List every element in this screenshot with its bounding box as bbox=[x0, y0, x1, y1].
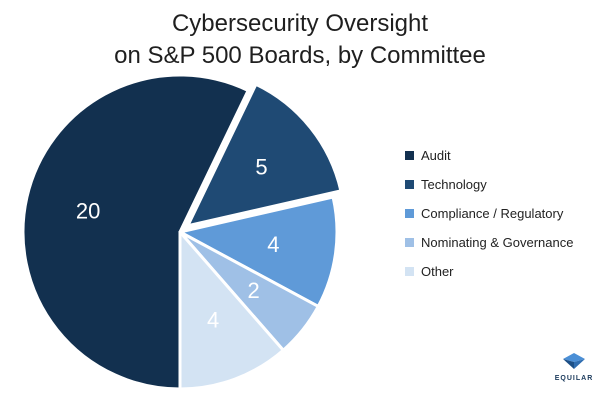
equilar-logo-icon bbox=[563, 353, 585, 369]
pie-slice-other bbox=[178, 230, 285, 391]
pie-slice-compliance-regulatory bbox=[178, 195, 339, 308]
equilar-logo-text: EQUILAR bbox=[554, 375, 594, 382]
legend-label-other: Other bbox=[421, 264, 454, 279]
equilar-logo: EQUILAR bbox=[553, 353, 595, 382]
legend-item-technology: Technology bbox=[405, 170, 573, 199]
legend-swatch-audit bbox=[405, 151, 414, 160]
legend-swatch-nominating-governance bbox=[405, 238, 414, 247]
pie-slice-audit bbox=[21, 73, 250, 391]
slice-value-label-compliance-regulatory: 4 bbox=[267, 232, 279, 257]
chart-title-line-1: Cybersecurity Oversight bbox=[171, 10, 429, 37]
legend-item-nominating-governance: Nominating & Governance bbox=[405, 228, 573, 257]
legend-item-compliance-regulatory: Compliance / Regulatory bbox=[405, 199, 573, 228]
slice-value-label-technology: 5 bbox=[255, 155, 267, 180]
legend-swatch-technology bbox=[405, 180, 414, 189]
slice-value-label-nominating-governance: 2 bbox=[248, 278, 260, 303]
legend-item-other: Other bbox=[405, 257, 573, 286]
legend-label-technology: Technology bbox=[421, 177, 487, 192]
legend-label-nominating-governance: Nominating & Governance bbox=[421, 235, 574, 250]
legend-label-audit: Audit bbox=[421, 148, 451, 163]
legend-swatch-compliance-regulatory bbox=[405, 209, 414, 218]
chart-legend: Audit Technology Compliance / Regulatory No… bbox=[405, 141, 573, 286]
slice-value-label-audit: 20 bbox=[76, 199, 100, 224]
slice-value-label-other: 4 bbox=[207, 308, 219, 333]
chart-title: Cybersecurity Oversight on S&P 500 Board… bbox=[0, 8, 600, 72]
legend-swatch-other bbox=[405, 267, 414, 276]
legend-item-audit: Audit bbox=[405, 141, 573, 170]
chart-title-line-2: on S&P 500 Boards, by Committee bbox=[114, 42, 486, 69]
legend-label-compliance-regulatory: Compliance / Regulatory bbox=[421, 206, 564, 221]
pie-slice-technology bbox=[186, 82, 343, 228]
